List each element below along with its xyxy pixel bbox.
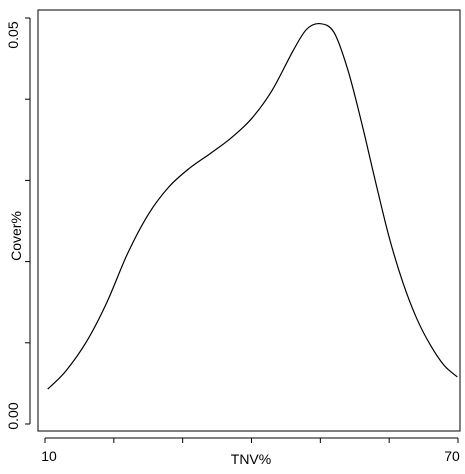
y-axis-ticks: [25, 17, 30, 425]
y-axis-label: Cover%: [8, 211, 24, 261]
x-axis-label: TNV%: [231, 451, 271, 467]
y-tick-label-min: 0.00: [5, 402, 21, 429]
x-tick-label-min: 10: [41, 448, 57, 464]
density-curve: [47, 22, 458, 390]
x-tick-label-max: 70: [444, 448, 460, 464]
y-tick-label-max: 0.05: [5, 21, 21, 48]
x-axis-ticks: [44, 438, 459, 443]
plot-frame: [37, 9, 461, 432]
